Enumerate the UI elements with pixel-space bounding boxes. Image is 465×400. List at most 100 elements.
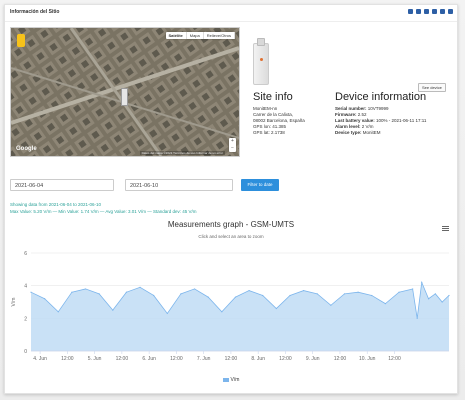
x-tick-label: 8. Jun (251, 356, 265, 362)
y-tick-label: 6 (24, 251, 27, 257)
x-tick-label: 7. Jun (197, 356, 211, 362)
date-to-input[interactable]: 2021-06-10 (125, 179, 233, 191)
satellite-map[interactable]: Satélite Mapa Relieve/Otros Google Datos… (10, 27, 240, 157)
data-point (416, 317, 418, 319)
site-info-card: Información del Sitio (4, 4, 458, 394)
data-point (44, 298, 46, 300)
zoom-controls[interactable]: + − (229, 138, 236, 152)
data-point (125, 291, 128, 293)
map-tab-terrain[interactable]: Relieve/Otros (204, 32, 235, 39)
data-point (30, 291, 32, 293)
data-point (316, 293, 318, 295)
device-antenna-cap (257, 38, 265, 46)
device-serial: Serial number: 10VT9999 (335, 106, 389, 111)
data-point (262, 294, 264, 297)
x-tick-label: 10. Jun (359, 356, 376, 362)
data-point (248, 289, 250, 292)
street-view-pegman-icon[interactable] (17, 34, 25, 47)
summary-range: Showing data from 2021-06-04 to 2021-06-… (10, 202, 102, 207)
facebook-icon[interactable] (408, 9, 413, 14)
data-point (427, 298, 430, 300)
device-type: Device type: MonitEM (335, 130, 381, 135)
data-point (357, 291, 359, 293)
legend-label: V/m (230, 377, 240, 383)
data-point (112, 309, 114, 311)
share-icon[interactable] (448, 9, 453, 14)
site-info-street: Carrer de la Calixta, (253, 112, 294, 117)
data-point (330, 304, 332, 306)
site-info-lon: GPS lon: 41.385 (253, 124, 287, 129)
instagram-icon[interactable] (432, 9, 437, 14)
x-tick-label: 12:00 (116, 356, 129, 362)
card-header: Información del Sitio (5, 5, 457, 22)
y-axis-label: V/m (11, 298, 17, 307)
x-tick-label: 6. Jun (142, 356, 156, 362)
linkedin-icon[interactable] (424, 9, 429, 14)
data-point (398, 291, 400, 293)
site-info-name: MonitEM-nn (253, 106, 278, 111)
x-tick-label: 12:00 (61, 356, 74, 362)
chart-title: Measurements graph - GSM-UMTS (167, 220, 295, 229)
device-info-section: Device information Serial number: 10VT99… (335, 91, 426, 136)
pinterest-icon[interactable] (440, 9, 445, 14)
x-tick-label: 9. Jun (306, 356, 320, 362)
chart-plot[interactable]: 0 2 4 6 V/m 4. Jun 12:00 5. Jun 12:00 6. Jun 12:00… (5, 219, 457, 379)
data-point (289, 294, 291, 297)
data-point (303, 289, 305, 292)
map-tab-satellite[interactable]: Satélite (166, 32, 187, 39)
card-title: Información del Sitio (10, 9, 60, 15)
data-point (57, 311, 59, 313)
device-led-icon (260, 58, 263, 61)
x-tick-label: 12:00 (334, 356, 347, 362)
chart-legend[interactable]: V/m (5, 377, 457, 383)
data-point (71, 291, 73, 293)
twitter-icon[interactable] (416, 9, 421, 14)
data-point (412, 288, 414, 290)
device-image (253, 38, 269, 85)
x-tick-label: 4. Jun (33, 356, 47, 362)
x-tick-label: 12:00 (225, 356, 238, 362)
data-point (441, 301, 443, 303)
data-point (234, 296, 237, 298)
see-device-button[interactable]: See device (418, 83, 446, 92)
summary-stats: Showing data from 2021-06-04 to 2021-06-… (10, 201, 197, 215)
data-point (384, 303, 386, 305)
site-info-section: Site info MonitEM-nn Carrer de la Calixt… (253, 91, 305, 136)
site-info-title: Site info (253, 91, 293, 103)
device-info-title: Device information (335, 91, 427, 103)
data-point (98, 293, 100, 295)
map-tab-map[interactable]: Mapa (187, 32, 204, 39)
data-point (275, 307, 277, 310)
summary-values: Max Value: 5.20 V/m — Min Value: 1.74 V/… (10, 209, 197, 214)
device-firmware: Firmware: 2.52 (335, 112, 367, 117)
legend-swatch (222, 377, 229, 382)
chart-subtitle: Click and select an area to zoom (198, 234, 264, 239)
y-tick-label: 2 (24, 316, 27, 322)
map-credit[interactable]: Datos del mapa ©2021 Términos de uso Inf… (139, 151, 225, 155)
data-point (434, 293, 436, 295)
date-from-input[interactable]: 2021-06-04 (10, 179, 114, 191)
data-point (371, 294, 373, 297)
x-tick-label: 5. Jun (88, 356, 102, 362)
google-logo: Google (16, 146, 37, 152)
data-point (193, 288, 196, 290)
device-battery: Last battery value: 100% - 2021-06-11 17… (335, 118, 427, 123)
data-point (421, 281, 423, 283)
x-tick-label: 12:00 (170, 356, 183, 362)
chart-menu-icon[interactable] (442, 225, 449, 232)
measurements-chart[interactable]: Measurements graph - GSM-UMTS Click and … (5, 219, 457, 393)
site-info-city: 08002 Barcelona, España (253, 118, 305, 123)
device-alarm-level: Alarm level: 2 V/m (335, 124, 374, 129)
site-marker-icon[interactable] (121, 88, 128, 106)
y-tick-label: 4 (24, 284, 27, 290)
map-type-tabs: Satélite Mapa Relieve/Otros (165, 32, 235, 39)
data-point (84, 288, 87, 290)
data-point (153, 294, 155, 297)
x-tick-label: 12:00 (388, 356, 401, 362)
data-point (343, 293, 346, 295)
data-point (180, 293, 182, 295)
series-area (31, 282, 449, 351)
filter-button[interactable]: Filter to date (241, 179, 279, 191)
data-point (139, 286, 141, 288)
x-tick-label: 12:00 (279, 356, 292, 362)
